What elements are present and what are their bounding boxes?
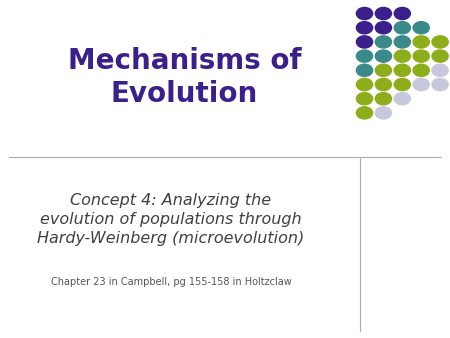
Circle shape <box>375 107 392 119</box>
Circle shape <box>356 50 373 62</box>
Circle shape <box>356 64 373 76</box>
Circle shape <box>356 36 373 48</box>
Circle shape <box>356 7 373 20</box>
Circle shape <box>432 50 448 62</box>
Circle shape <box>394 36 410 48</box>
Circle shape <box>413 36 429 48</box>
Circle shape <box>432 64 448 76</box>
Circle shape <box>394 93 410 105</box>
Circle shape <box>413 22 429 34</box>
Circle shape <box>356 78 373 91</box>
Circle shape <box>356 93 373 105</box>
Circle shape <box>375 50 392 62</box>
Circle shape <box>375 78 392 91</box>
Circle shape <box>413 64 429 76</box>
Circle shape <box>375 22 392 34</box>
Circle shape <box>375 7 392 20</box>
Circle shape <box>356 107 373 119</box>
Text: Chapter 23 in Campbell, pg 155-158 in Holtzclaw: Chapter 23 in Campbell, pg 155-158 in Ho… <box>50 277 292 287</box>
Circle shape <box>413 50 429 62</box>
Circle shape <box>394 78 410 91</box>
Circle shape <box>375 93 392 105</box>
Text: Mechanisms of
Evolution: Mechanisms of Evolution <box>68 47 302 108</box>
Circle shape <box>413 78 429 91</box>
Circle shape <box>432 36 448 48</box>
Circle shape <box>375 36 392 48</box>
Circle shape <box>394 7 410 20</box>
Circle shape <box>394 50 410 62</box>
Circle shape <box>375 64 392 76</box>
Circle shape <box>394 22 410 34</box>
Circle shape <box>432 78 448 91</box>
Circle shape <box>394 64 410 76</box>
Text: Concept 4: Analyzing the
evolution of populations through
Hardy-Weinberg (microe: Concept 4: Analyzing the evolution of po… <box>37 193 305 246</box>
Circle shape <box>356 22 373 34</box>
